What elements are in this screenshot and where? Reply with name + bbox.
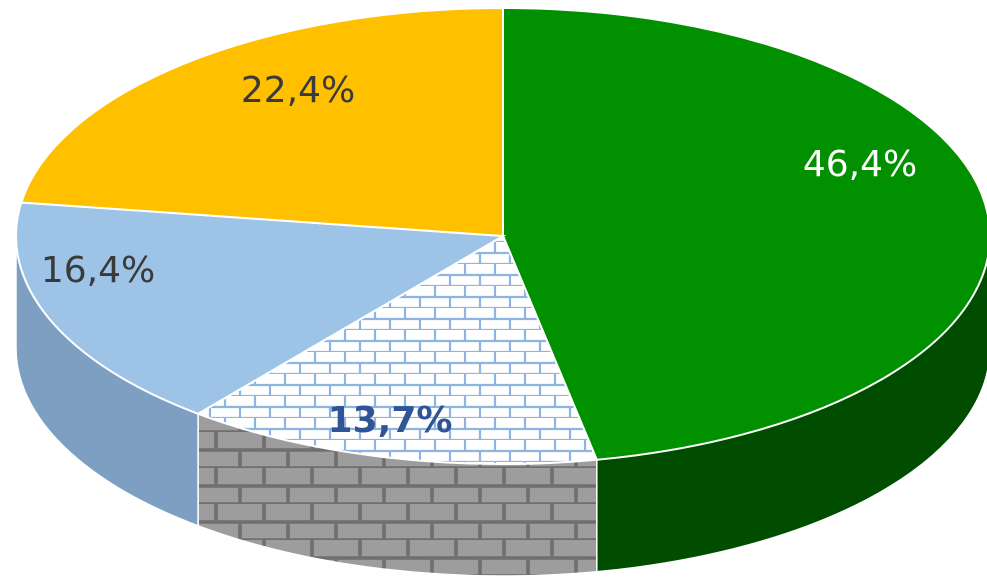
pie-slice-2: [195, 234, 599, 465]
pie-slice-3: [14, 201, 507, 415]
slice-label-3: 16,4%: [41, 250, 155, 291]
pie-slice-4: [19, 6, 504, 238]
slice-label-1: 46,4%: [803, 144, 917, 185]
pie-tops: [14, 6, 987, 465]
pie-slice-1: [502, 6, 987, 461]
slice-label-4: 22,4%: [241, 70, 355, 111]
slice-label-2: 13,7%: [328, 400, 453, 441]
pie-labels: 46,4% 13,7% 16,4% 22,4%: [41, 70, 917, 441]
